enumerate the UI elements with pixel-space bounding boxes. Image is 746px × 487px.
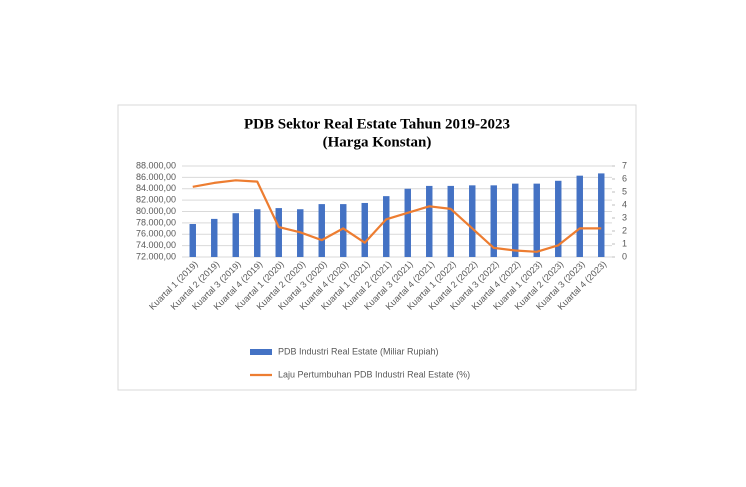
bar: [490, 185, 497, 257]
bar: [469, 185, 476, 257]
y-tick-label: 80.000,00: [136, 206, 176, 216]
bar: [383, 196, 390, 257]
y-tick-label: 74.000,00: [136, 240, 176, 250]
bar: [512, 183, 519, 257]
legend-label: Laju Pertumbuhan PDB Industri Real Estat…: [278, 369, 470, 379]
y-tick-label: 82.000,00: [136, 195, 176, 205]
y2-tick-label: 5: [622, 186, 627, 196]
bar: [426, 185, 433, 257]
y-tick-label: 76.000,00: [136, 229, 176, 239]
bar: [275, 208, 282, 257]
bar: [598, 173, 605, 257]
y2-tick-label: 4: [622, 199, 627, 209]
chart-subtitle: (Harga Konstan): [323, 134, 432, 150]
y2-tick-label: 0: [622, 251, 627, 261]
y2-tick-label: 7: [622, 160, 627, 170]
legend-label: PDB Industri Real Estate (Miliar Rupiah): [278, 346, 439, 356]
bar: [340, 204, 347, 257]
y2-tick-label: 6: [622, 173, 627, 183]
bar: [404, 188, 411, 257]
line: [192, 179, 602, 253]
bar: [555, 180, 562, 257]
bar: [361, 202, 368, 257]
bar: [232, 213, 239, 257]
bar: [576, 175, 583, 257]
y2-tick-label: 1: [622, 238, 627, 248]
bar: [318, 204, 325, 257]
legend-swatch: [250, 349, 272, 355]
y-tick-label: 86.000,00: [136, 172, 176, 182]
bar: [211, 218, 218, 257]
bar: [533, 183, 540, 257]
y-tick-label: 72.000,00: [136, 251, 176, 261]
y-tick-label: 84.000,00: [136, 183, 176, 193]
bar: [254, 209, 261, 257]
bar: [189, 224, 196, 257]
y-tick-label: 78.000,00: [136, 217, 176, 227]
bar: [447, 185, 454, 257]
y-tick-label: 88.000,00: [136, 160, 176, 170]
chart-title: PDB Sektor Real Estate Tahun 2019-2023: [244, 116, 510, 132]
y2-tick-label: 2: [622, 225, 627, 235]
y2-tick-label: 3: [622, 212, 627, 222]
